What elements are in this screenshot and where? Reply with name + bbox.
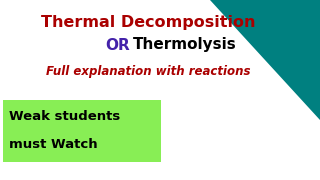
Text: Full explanation with reactions: Full explanation with reactions xyxy=(46,66,250,78)
Text: Thermolysis: Thermolysis xyxy=(133,37,237,53)
Text: Weak students: Weak students xyxy=(9,111,120,123)
Text: OR: OR xyxy=(106,37,130,53)
Text: Thermal Decomposition: Thermal Decomposition xyxy=(41,15,255,30)
Text: must Watch: must Watch xyxy=(9,138,98,152)
Polygon shape xyxy=(210,0,320,120)
Bar xyxy=(3,100,161,162)
